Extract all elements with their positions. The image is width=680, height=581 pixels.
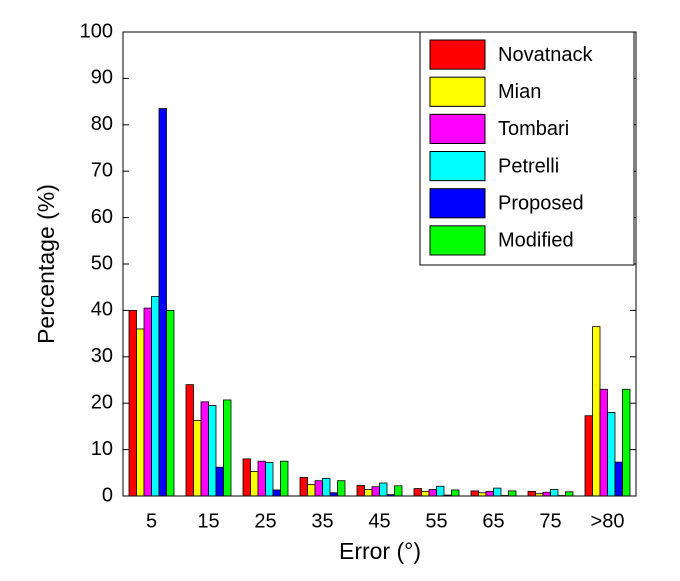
y-tick-label: 50 [91,252,113,274]
bar [622,388,631,497]
bar [508,490,517,497]
bar [280,460,289,497]
legend-swatch [429,76,486,107]
y-tick-label: 100 [80,20,113,42]
bar [257,460,266,497]
legend-label: Petrelli [498,155,559,177]
bar [299,477,308,497]
bar [451,489,460,497]
bar [614,461,623,497]
legend-swatch [429,225,486,256]
bar [208,405,217,497]
y-tick-label: 60 [91,206,113,228]
bar [550,489,559,497]
bar [371,486,380,497]
bar [193,419,202,497]
y-tick-label: 30 [91,345,113,367]
bar [151,296,160,497]
x-tick-label: 35 [311,510,333,532]
bar [379,482,388,497]
x-tick-label: 65 [482,510,504,532]
y-tick-label: 70 [91,159,113,181]
legend-swatch [429,39,486,70]
bar [136,328,145,497]
bar [223,399,232,497]
legend-label: Modified [498,230,574,252]
y-tick-label: 80 [91,113,113,135]
bar [185,384,194,497]
legend-swatch [429,113,486,145]
bar [356,484,365,497]
bar [470,490,479,497]
x-tick-label: 25 [254,510,276,532]
bar [428,489,437,497]
x-tick-label: 15 [197,510,219,532]
legend-label: Novatnack [498,44,593,66]
bar [364,489,373,497]
legend-label: Mian [498,81,541,103]
bar [527,490,536,497]
y-tick-label: 10 [91,438,113,460]
bar [599,388,608,497]
bar [436,485,445,497]
bar [607,412,616,497]
bar [413,488,422,497]
x-axis-label: Error (°) [339,538,421,564]
bar [421,490,430,497]
bar [242,458,251,497]
x-tick-label: 75 [539,510,561,532]
bar [314,480,323,497]
y-tick-label: 40 [91,299,113,321]
bar [158,108,167,497]
y-axis-label: Percentage (%) [33,184,59,344]
bar [307,483,316,497]
x-tick-label: 5 [146,510,157,532]
bar [542,491,551,497]
bar [215,466,224,497]
legend-swatch [429,151,486,182]
legend-label: Tombari [498,118,569,140]
y-tick-label: 90 [91,67,113,89]
bar [394,485,403,497]
bar [200,401,209,497]
bar [272,489,281,497]
bar [485,490,494,497]
legend-label: Proposed [498,193,584,215]
x-tick-label: 55 [425,510,447,532]
plot-frame [122,31,637,497]
bar [584,415,593,497]
x-tick-label: 45 [368,510,390,532]
x-tick-label: >80 [591,510,625,532]
bar [493,487,502,497]
bar [166,309,175,497]
bar [565,491,574,497]
bar [337,480,346,497]
legend-swatch [429,188,486,219]
bar [250,471,259,497]
bar [322,477,331,497]
y-tick-label: 0 [102,484,113,506]
bar [128,309,137,497]
bar [265,462,274,497]
bar [592,326,601,497]
bar [143,307,152,497]
y-tick-label: 20 [91,391,113,413]
